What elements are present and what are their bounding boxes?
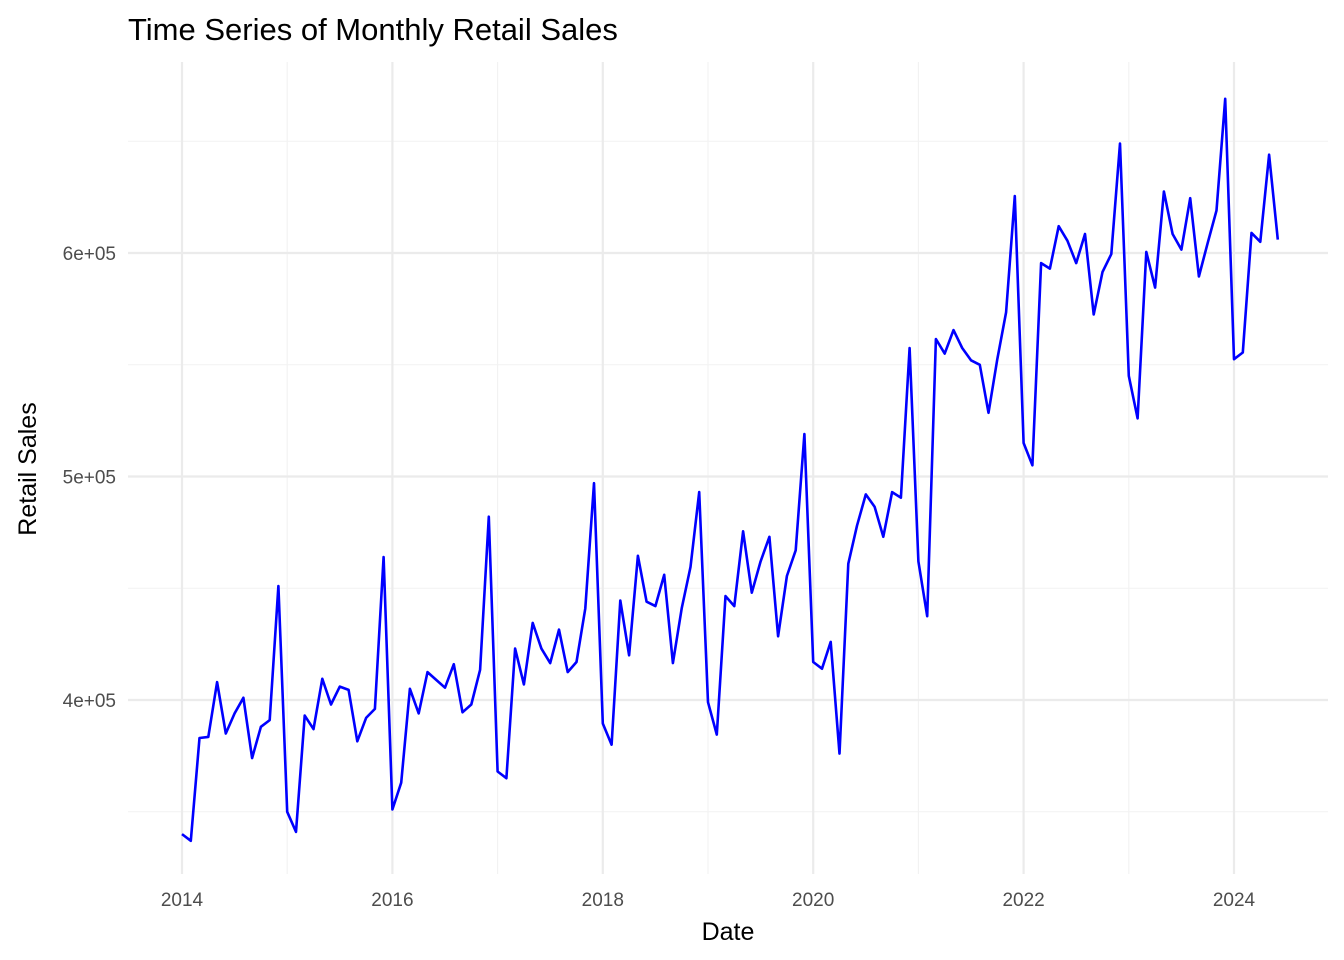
- y-axis-tick-labels: 4e+05 5e+05 6e+05: [63, 244, 116, 712]
- x-tick-label: 2020: [792, 890, 834, 911]
- x-tick-label: 2022: [1002, 890, 1044, 911]
- x-tick-label: 2018: [582, 890, 624, 911]
- major-gridlines: [128, 62, 1328, 874]
- x-tick-label: 2014: [161, 890, 204, 911]
- x-axis-title: Date: [702, 918, 755, 946]
- x-tick-label: 2024: [1213, 890, 1256, 911]
- series-line: [181, 97, 1280, 843]
- y-tick-label: 4e+05: [63, 691, 116, 712]
- chart-title: Time Series of Monthly Retail Sales: [128, 12, 618, 47]
- x-tick-label: 2016: [371, 890, 413, 911]
- y-tick-label: 5e+05: [63, 468, 116, 489]
- minor-gridlines: [128, 62, 1328, 874]
- y-tick-label: 6e+05: [63, 244, 116, 265]
- x-axis-tick-labels: 2014 2016 2018 2020 2022 2024: [161, 890, 1256, 911]
- y-axis-title: Retail Sales: [14, 402, 42, 535]
